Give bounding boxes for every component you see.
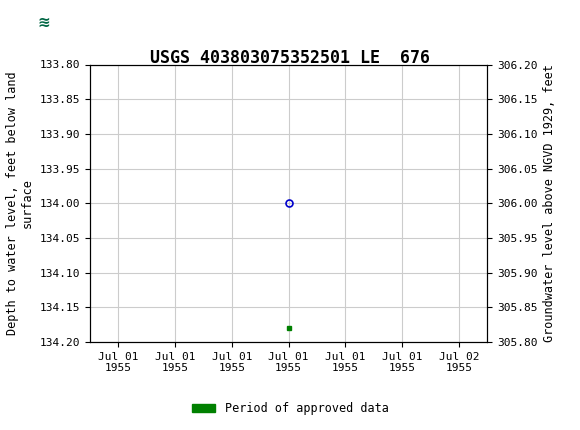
Y-axis label: Groundwater level above NGVD 1929, feet: Groundwater level above NGVD 1929, feet	[543, 64, 556, 342]
Text: USGS 403803075352501 LE  676: USGS 403803075352501 LE 676	[150, 49, 430, 67]
Legend: Period of approved data: Period of approved data	[187, 397, 393, 420]
FancyBboxPatch shape	[6, 3, 81, 42]
Y-axis label: Depth to water level, feet below land
surface: Depth to water level, feet below land su…	[6, 71, 34, 335]
Text: ≋: ≋	[37, 15, 50, 30]
Text: USGS: USGS	[90, 14, 133, 31]
